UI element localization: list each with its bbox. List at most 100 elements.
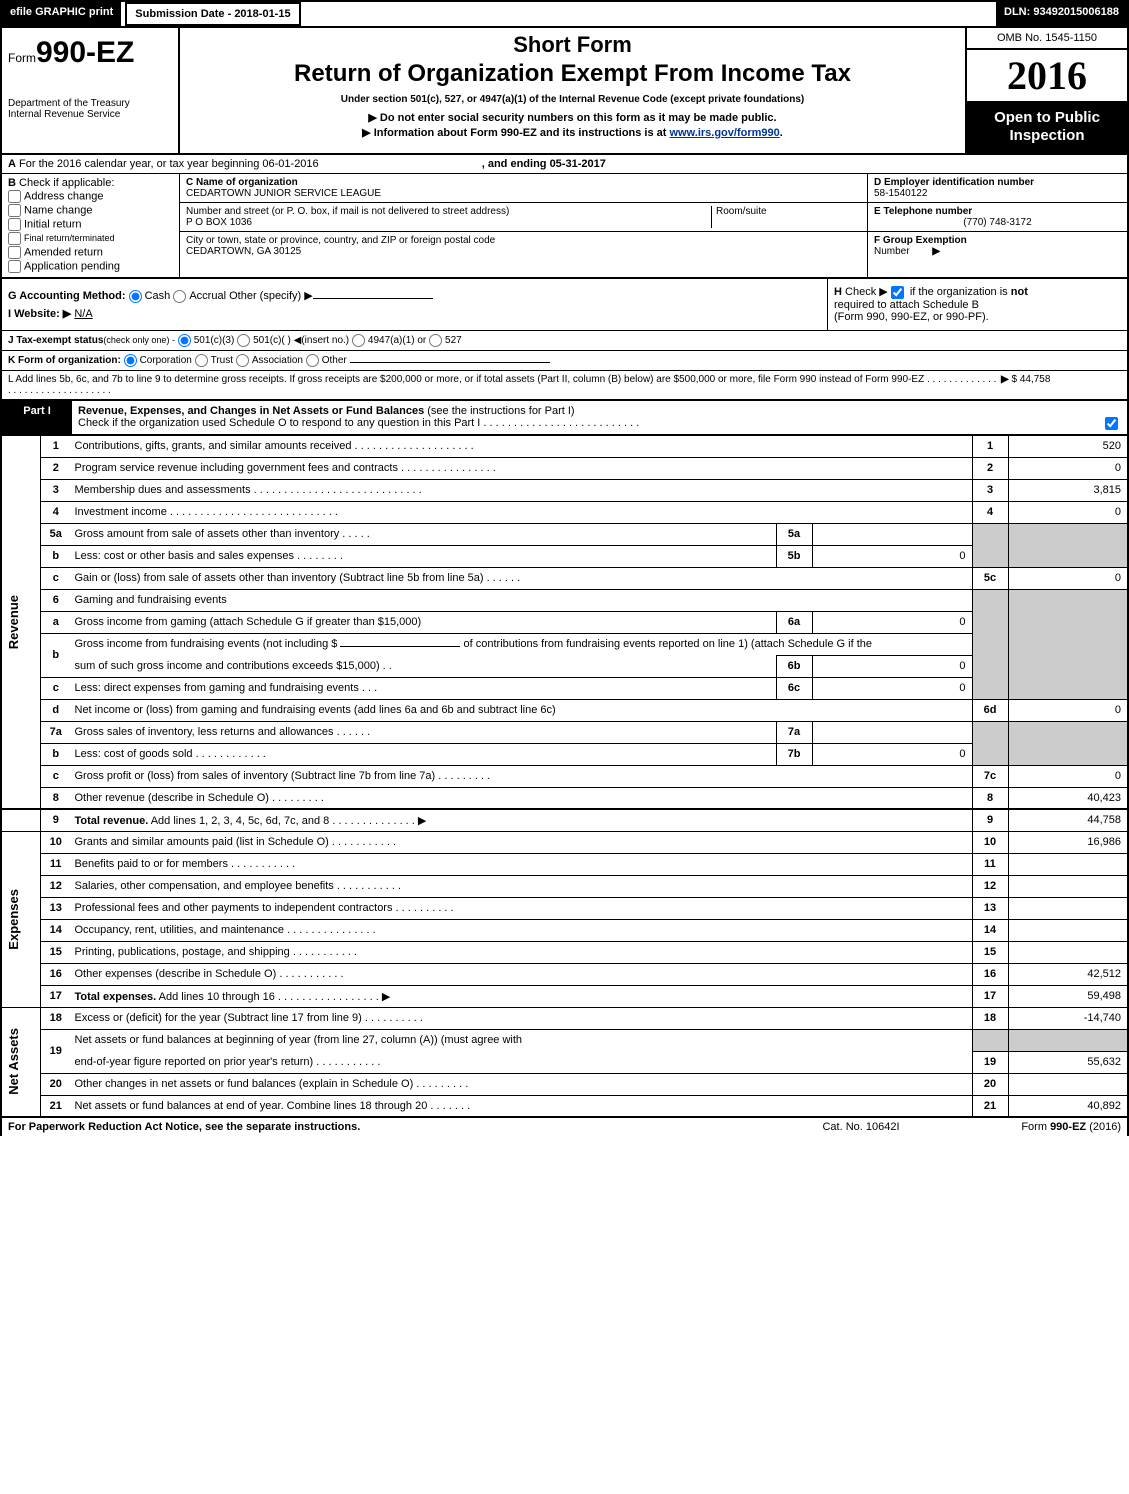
h-checkbox[interactable] [891,286,904,299]
l11-n: 11 [41,853,71,875]
omb-number: OMB No. 1545-1150 [967,28,1127,50]
l19-desc: Net assets or fund balances at beginning… [71,1029,973,1051]
l8-desc: Other revenue (describe in Schedule O) .… [71,787,973,809]
l19-val: 55,632 [1008,1051,1128,1073]
ein-label: D Employer identification number [874,177,1121,188]
cb-application-pending-label: Application pending [24,260,120,272]
part-i-header: Part I Revenue, Expenses, and Changes in… [0,401,1129,435]
cb-name-change[interactable]: Name change [8,204,173,217]
l8-num: 8 [972,787,1008,809]
footer: For Paperwork Reduction Act Notice, see … [0,1118,1129,1136]
l16-val: 42,512 [1008,963,1128,985]
l-amount: $ 44,758 [1011,374,1050,385]
l13-n: 13 [41,897,71,919]
cb-final-return-label: Final return/terminated [24,233,115,243]
l5b-midn: 5b [776,545,812,567]
l13-val [1008,897,1128,919]
radio-4947[interactable]: 4947(a)(1) or [352,335,426,346]
cb-address-change[interactable]: Address change [8,190,173,203]
part-i-title: Revenue, Expenses, and Changes in Net As… [78,405,424,417]
l5a-n: 5a [41,523,71,545]
l6c-midv: 0 [812,677,972,699]
section-k: K Form of organization: Corporation Trus… [0,351,1129,371]
l6b-midn: 6b [776,655,812,677]
cb-final-return[interactable]: Final return/terminated [8,232,173,245]
radio-501c[interactable]: 501(c)( ) ◀(insert no.) [237,335,349,346]
radio-other-org[interactable]: Other [306,355,347,366]
line-6a: a Gross income from gaming (attach Sched… [1,611,1128,633]
part-i-table: Revenue 1 Contributions, gifts, grants, … [0,435,1129,1119]
group-exempt-arrow: ▶ [932,246,940,257]
l18-n: 18 [41,1007,71,1029]
phone-label: E Telephone number [874,206,1121,217]
l3-val: 3,815 [1008,479,1128,501]
radio-trust[interactable]: Trust [195,355,233,366]
l5a-midn: 5a [776,523,812,545]
l3-n: 3 [41,479,71,501]
radio-527[interactable]: 527 [429,335,462,346]
l12-desc: Salaries, other compensation, and employ… [71,875,973,897]
l17-desc-b: Total expenses. [75,991,157,1003]
l14-desc: Occupancy, rent, utilities, and maintena… [71,919,973,941]
radio-assoc-label: Association [252,355,303,366]
l17-n: 17 [41,985,71,1007]
cb-initial-return-label: Initial return [24,218,81,230]
l7b-midv: 0 [812,743,972,765]
city-label: City or town, state or province, country… [186,235,861,246]
form-number: Form990-EZ [8,36,172,70]
l11-val [1008,853,1128,875]
j-label: J Tax-exempt status [8,335,103,346]
l1-n: 1 [41,435,71,457]
line-13: 13 Professional fees and other payments … [1,897,1128,919]
line-6d: d Net income or (loss) from gaming and f… [1,699,1128,721]
l4-desc: Investment income . . . . . . . . . . . … [71,501,973,523]
line-14: 14 Occupancy, rent, utilities, and maint… [1,919,1128,941]
group-exempt-number-label: Number [874,246,910,257]
l21-val: 40,892 [1008,1095,1128,1117]
line-17: 17 Total expenses. Add lines 10 through … [1,985,1128,1007]
line-10: Expenses 10 Grants and similar amounts p… [1,831,1128,853]
radio-corp[interactable]: Corporation [124,355,192,366]
l5b-desc: Less: cost or other basis and sales expe… [71,545,777,567]
l5c-num: 5c [972,567,1008,589]
l6b-mid: of contributions from fundraising events… [464,638,872,650]
l6c-n: c [41,677,71,699]
l14-val [1008,919,1128,941]
cb-amended-return-label: Amended return [24,246,103,258]
part-i-suffix: (see the instructions for Part I) [427,405,574,417]
l21-num: 21 [972,1095,1008,1117]
radio-501c3[interactable]: 501(c)(3) [178,335,235,346]
l12-val [1008,875,1128,897]
part-i-check-line: Check if the organization used Schedule … [78,417,639,429]
l6b-n: b [41,633,71,677]
l5b-n: b [41,545,71,567]
radio-accrual[interactable]: Accrual [173,290,226,302]
l20-n: 20 [41,1073,71,1095]
radio-cash-label: Cash [145,290,171,302]
l6a-desc: Gross income from gaming (attach Schedul… [71,611,777,633]
l10-n: 10 [41,831,71,853]
radio-cash[interactable]: Cash [129,290,171,302]
l7a-desc: Gross sales of inventory, less returns a… [71,721,777,743]
l2-val: 0 [1008,457,1128,479]
irs-link[interactable]: www.irs.gov/form990 [670,127,780,139]
l6-n: 6 [41,589,71,611]
h-text4: (Form 990, 990-EZ, or 990-PF). [834,311,989,323]
cb-initial-return[interactable]: Initial return [8,218,173,231]
l19-num: 19 [972,1051,1008,1073]
l10-num: 10 [972,831,1008,853]
part-i-checkbox[interactable] [1105,417,1118,430]
l7a-midn: 7a [776,721,812,743]
cb-application-pending[interactable]: Application pending [8,260,173,273]
line-6b-1: b Gross income from fundraising events (… [1,633,1128,655]
efile-print-button[interactable]: efile GRAPHIC print [2,2,121,26]
line-7a: 7a Gross sales of inventory, less return… [1,721,1128,743]
l18-val: -14,740 [1008,1007,1128,1029]
cb-amended-return[interactable]: Amended return [8,246,173,259]
radio-assoc[interactable]: Association [236,355,303,366]
l16-num: 16 [972,963,1008,985]
line-15: 15 Printing, publications, postage, and … [1,941,1128,963]
l14-n: 14 [41,919,71,941]
line-6b-2: sum of such gross income and contributio… [1,655,1128,677]
l6a-midv: 0 [812,611,972,633]
